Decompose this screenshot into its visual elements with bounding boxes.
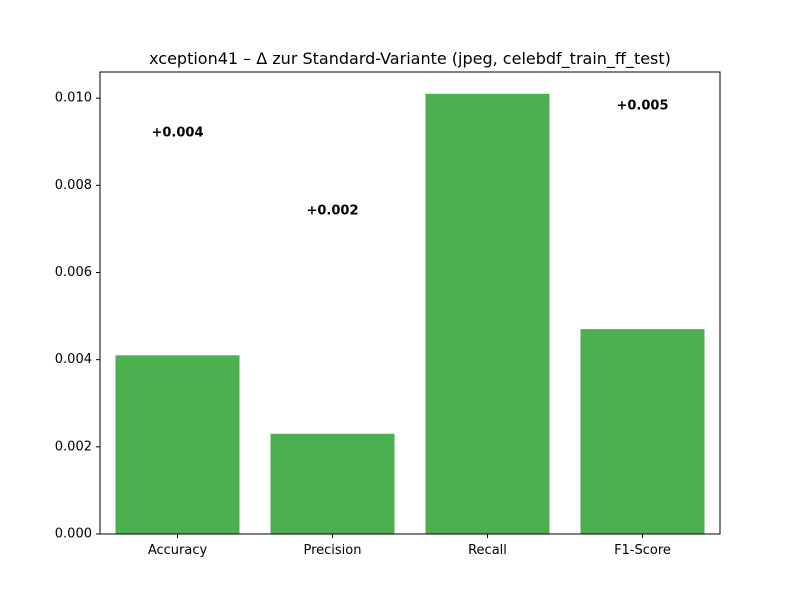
y-axis: 0.000 0.002 0.004 0.006 0.008 0.010: [55, 91, 100, 542]
x-tick-label: Accuracy: [148, 543, 208, 558]
x-axis: Accuracy Precision Recall F1-Score: [148, 534, 671, 558]
bar-accuracy: [115, 355, 240, 534]
data-labels-layer: +0.004 +0.002 +0.005: [151, 99, 668, 219]
y-tick-label: 0.002: [55, 439, 92, 454]
y-tick-label: 0.004: [55, 352, 92, 367]
data-label-accuracy: +0.004: [151, 126, 203, 141]
x-tick-label: F1-Score: [614, 543, 671, 558]
bar-precision: [270, 433, 395, 534]
chart-title: xception41 – Δ zur Standard-Variante (jp…: [149, 49, 671, 69]
y-tick-label: 0.000: [55, 527, 92, 542]
bar-recall: [425, 93, 550, 534]
bar-f1-score: [580, 329, 705, 534]
bars-layer: [115, 93, 705, 534]
y-tick-label: 0.010: [55, 91, 92, 106]
y-tick-label: 0.008: [55, 178, 92, 193]
plot-frame: [99, 71, 721, 535]
x-tick-label: Recall: [468, 543, 507, 558]
y-tick-label: 0.006: [55, 265, 92, 280]
data-label-precision: +0.002: [306, 204, 358, 219]
data-label-f1-score: +0.005: [616, 99, 668, 114]
x-tick-label: Precision: [303, 543, 361, 558]
